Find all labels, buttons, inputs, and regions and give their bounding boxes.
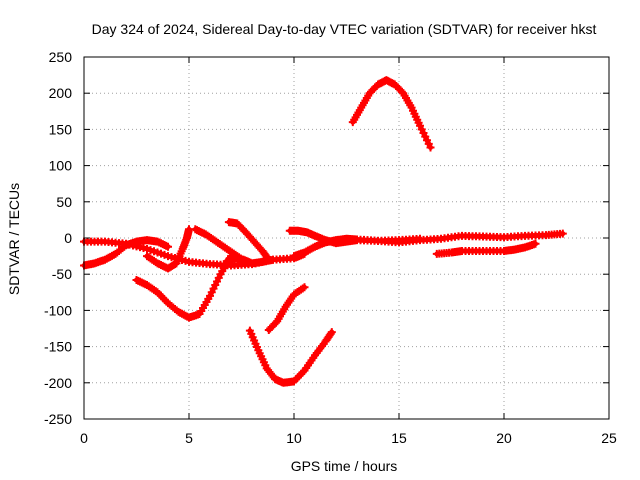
series-arc-2: [80, 236, 172, 270]
x-tick-label: 25: [601, 430, 617, 446]
y-tick-label: 50: [56, 194, 72, 210]
y-tick-label: 150: [49, 121, 73, 137]
data-point: [264, 255, 273, 264]
y-tick-label: -150: [44, 339, 72, 355]
y-tick-label: -50: [52, 266, 72, 282]
x-tick-label: 15: [391, 430, 407, 446]
data-point: [263, 254, 272, 263]
series-arc-4: [143, 225, 193, 273]
series-arc-13: [432, 239, 540, 258]
series-arc-11: [290, 234, 424, 261]
y-tick-label: -200: [44, 375, 72, 391]
y-axis: -250 -200 -150 -100 -50 0 50 100 150 200 250: [44, 49, 609, 427]
data-point: [300, 283, 309, 292]
series-arc-3: [132, 252, 235, 322]
y-tick-label: 0: [64, 230, 72, 246]
series-arc-8: [245, 326, 336, 387]
y-tick-label: 200: [49, 85, 73, 101]
x-axis: 0 5 10 15 20 25: [80, 57, 617, 446]
data-point: [327, 328, 336, 337]
x-axis-label: GPS time / hours: [291, 458, 398, 474]
series-line: [350, 77, 433, 150]
series-arc-9: [264, 283, 309, 334]
data-point: [416, 234, 424, 243]
y-tick-label: -100: [44, 302, 72, 318]
data-series: [80, 76, 567, 387]
data-point: [326, 329, 335, 338]
x-tick-label: 5: [185, 430, 193, 446]
x-tick-label: 20: [496, 430, 512, 446]
x-tick-label: 0: [80, 430, 88, 446]
data-point: [164, 242, 172, 251]
series-arc-7: [224, 218, 273, 264]
y-tick-label: 100: [49, 158, 73, 174]
y-tick-label: -250: [44, 411, 72, 427]
y-tick-label: 250: [49, 49, 73, 65]
series-arc-12: [348, 76, 435, 152]
data-point: [558, 229, 567, 238]
x-tick-label: 10: [286, 430, 302, 446]
chart-title: Day 324 of 2024, Sidereal Day-to-day VTE…: [92, 21, 597, 37]
data-point: [531, 239, 540, 248]
y-axis-label: SDTVAR / TECUs: [6, 183, 22, 295]
data-point: [426, 143, 435, 152]
